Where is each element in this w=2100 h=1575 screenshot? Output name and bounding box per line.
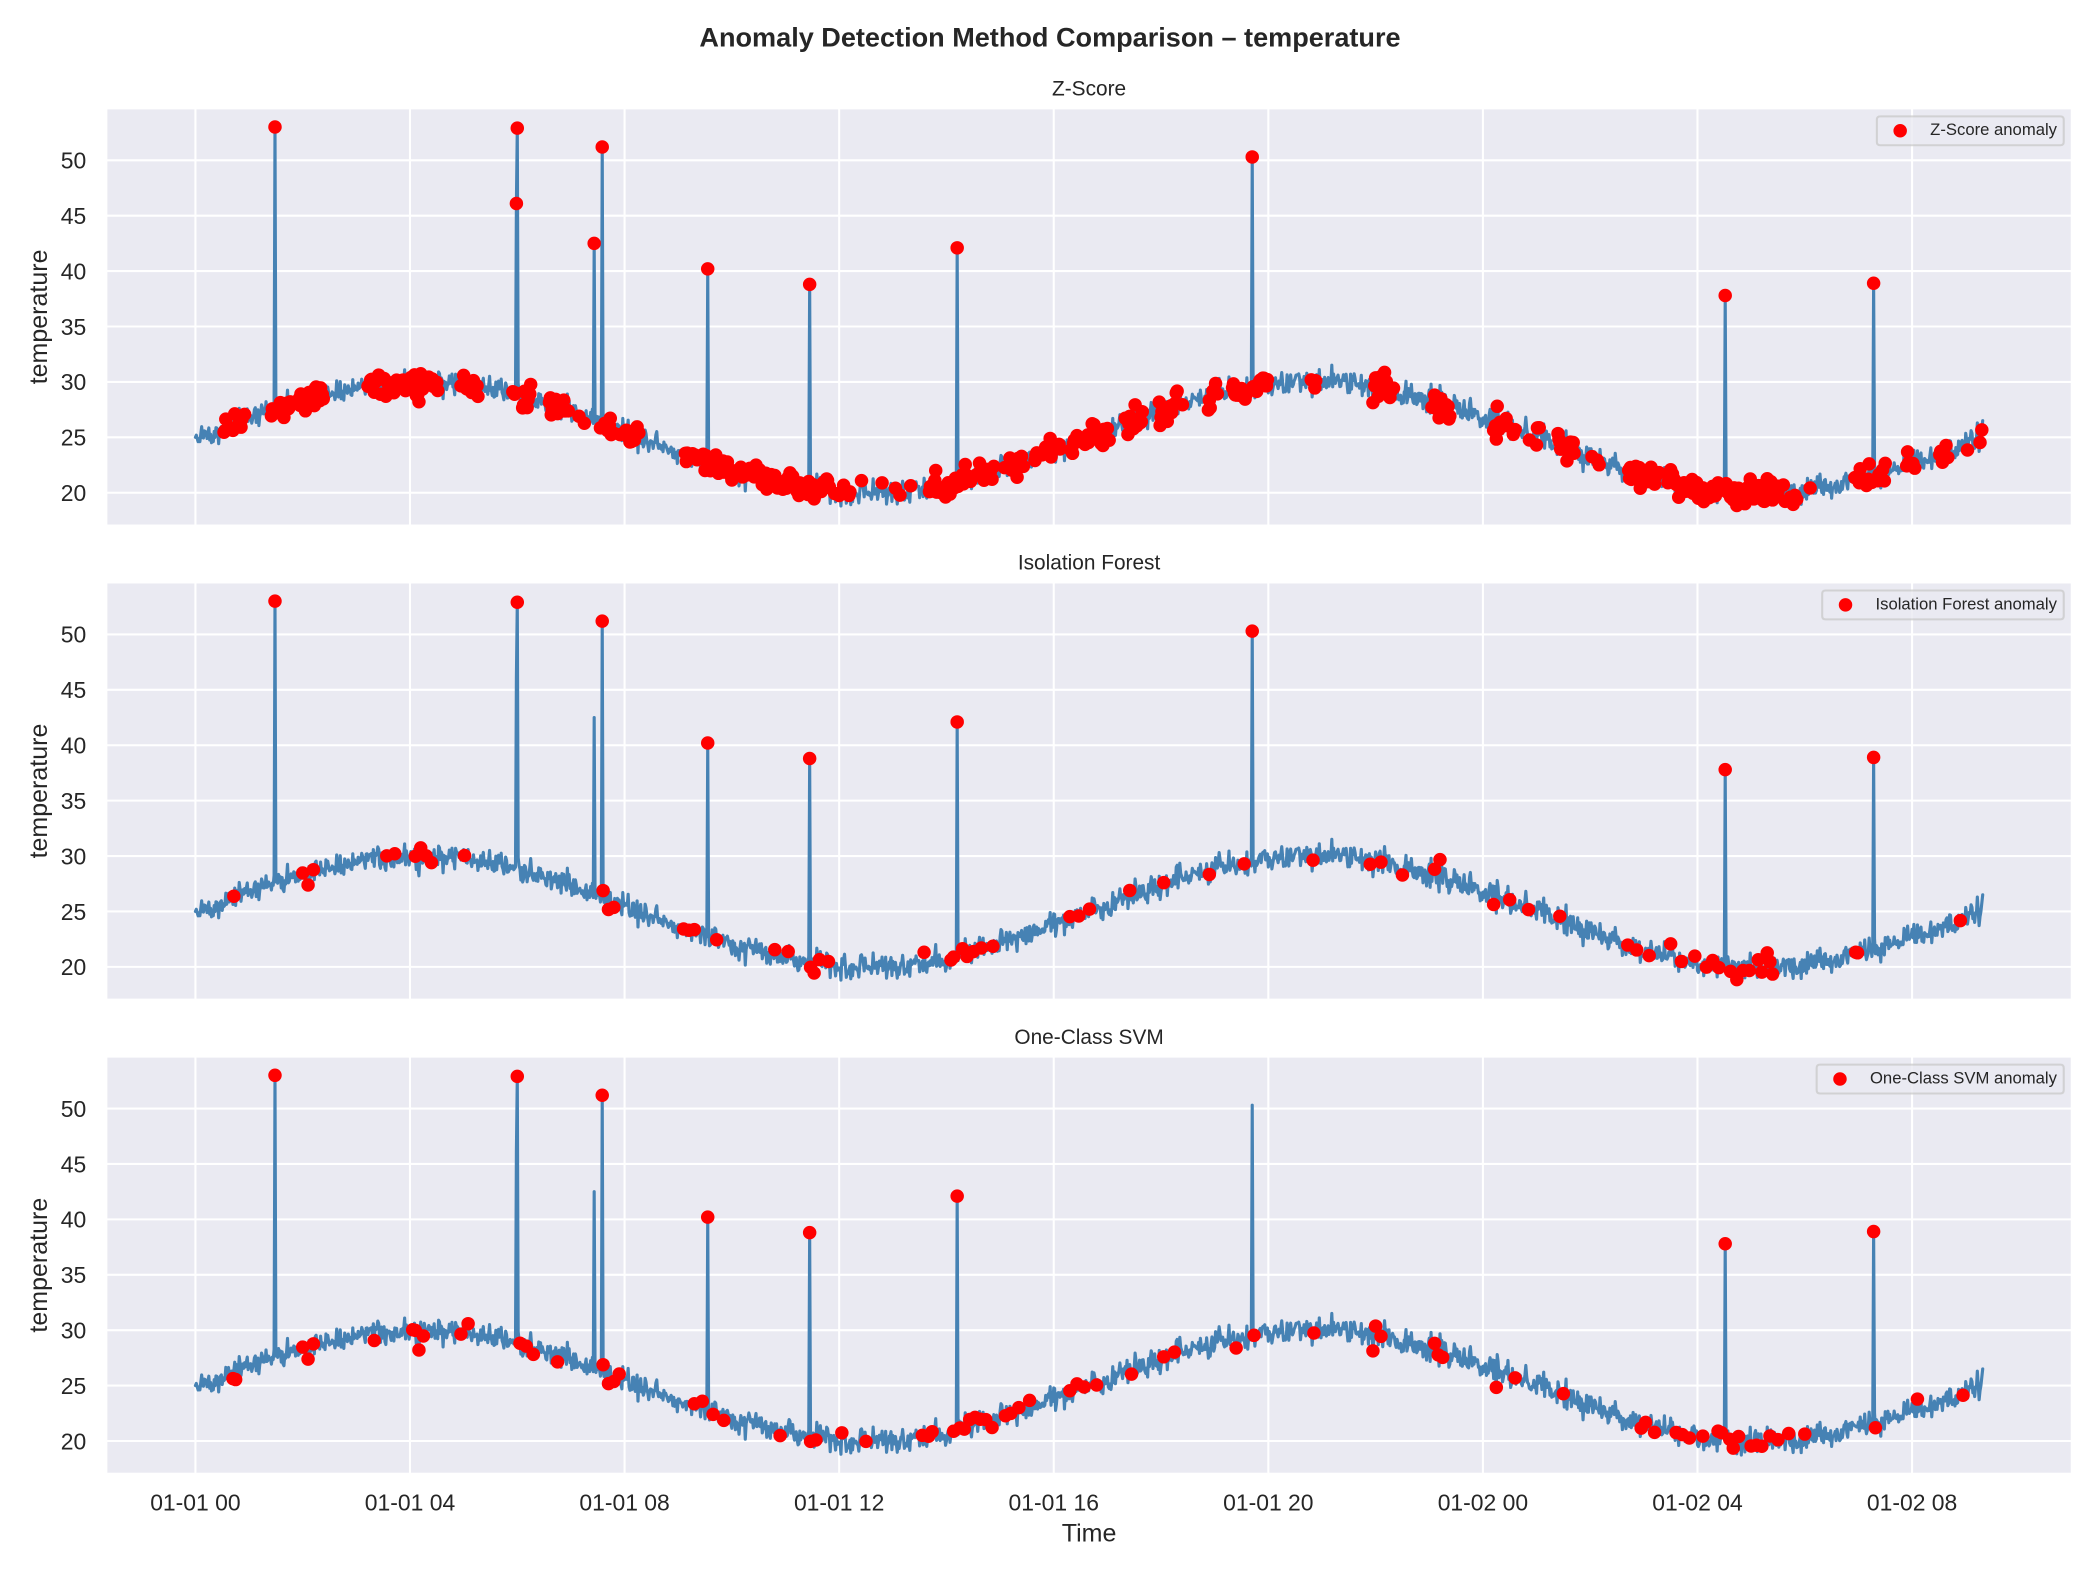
- svg-text:40: 40: [61, 1207, 86, 1233]
- svg-text:40: 40: [61, 733, 86, 759]
- svg-text:Time: Time: [1062, 1520, 1117, 1548]
- svg-text:50: 50: [61, 622, 86, 648]
- svg-text:Isolation Forest: Isolation Forest: [1018, 552, 1161, 575]
- svg-text:30: 30: [61, 1317, 86, 1343]
- svg-text:Z-Score: Z-Score: [1052, 78, 1126, 101]
- svg-text:25: 25: [61, 425, 86, 451]
- svg-text:01-01 16: 01-01 16: [1009, 1489, 1099, 1515]
- svg-text:20: 20: [61, 480, 86, 506]
- svg-text:temperature: temperature: [25, 1198, 53, 1333]
- svg-text:One-Class SVM anomaly: One-Class SVM anomaly: [1870, 1068, 2058, 1087]
- svg-text:Isolation Forest anomaly: Isolation Forest anomaly: [1876, 594, 2058, 613]
- svg-text:45: 45: [61, 203, 86, 229]
- svg-text:35: 35: [61, 788, 86, 814]
- svg-text:01-02 08: 01-02 08: [1867, 1489, 1957, 1515]
- svg-text:25: 25: [61, 899, 86, 925]
- svg-text:50: 50: [61, 1096, 86, 1122]
- svg-text:01-01 08: 01-01 08: [579, 1489, 669, 1515]
- svg-text:01-01 12: 01-01 12: [794, 1489, 884, 1515]
- svg-text:45: 45: [61, 677, 86, 703]
- svg-text:35: 35: [61, 314, 86, 340]
- svg-text:30: 30: [61, 369, 86, 395]
- svg-text:40: 40: [61, 258, 86, 284]
- svg-text:Z-Score anomaly: Z-Score anomaly: [1930, 120, 2057, 139]
- svg-text:20: 20: [61, 1428, 86, 1454]
- svg-text:temperature: temperature: [25, 724, 53, 859]
- svg-text:25: 25: [61, 1373, 86, 1399]
- svg-text:50: 50: [61, 148, 86, 174]
- svg-text:30: 30: [61, 843, 86, 869]
- svg-text:01-01 00: 01-01 00: [150, 1489, 240, 1515]
- svg-text:01-01 04: 01-01 04: [365, 1489, 456, 1515]
- svg-text:One-Class SVM: One-Class SVM: [1014, 1026, 1163, 1049]
- svg-text:20: 20: [61, 954, 86, 980]
- svg-text:Anomaly Detection Method Compa: Anomaly Detection Method Comparison – te…: [699, 21, 1400, 52]
- svg-text:01-02 04: 01-02 04: [1652, 1489, 1743, 1515]
- svg-text:35: 35: [61, 1262, 86, 1288]
- svg-text:45: 45: [61, 1151, 86, 1177]
- svg-text:01-02 00: 01-02 00: [1438, 1489, 1528, 1515]
- svg-text:01-01 20: 01-01 20: [1223, 1489, 1313, 1515]
- svg-text:temperature: temperature: [25, 250, 53, 385]
